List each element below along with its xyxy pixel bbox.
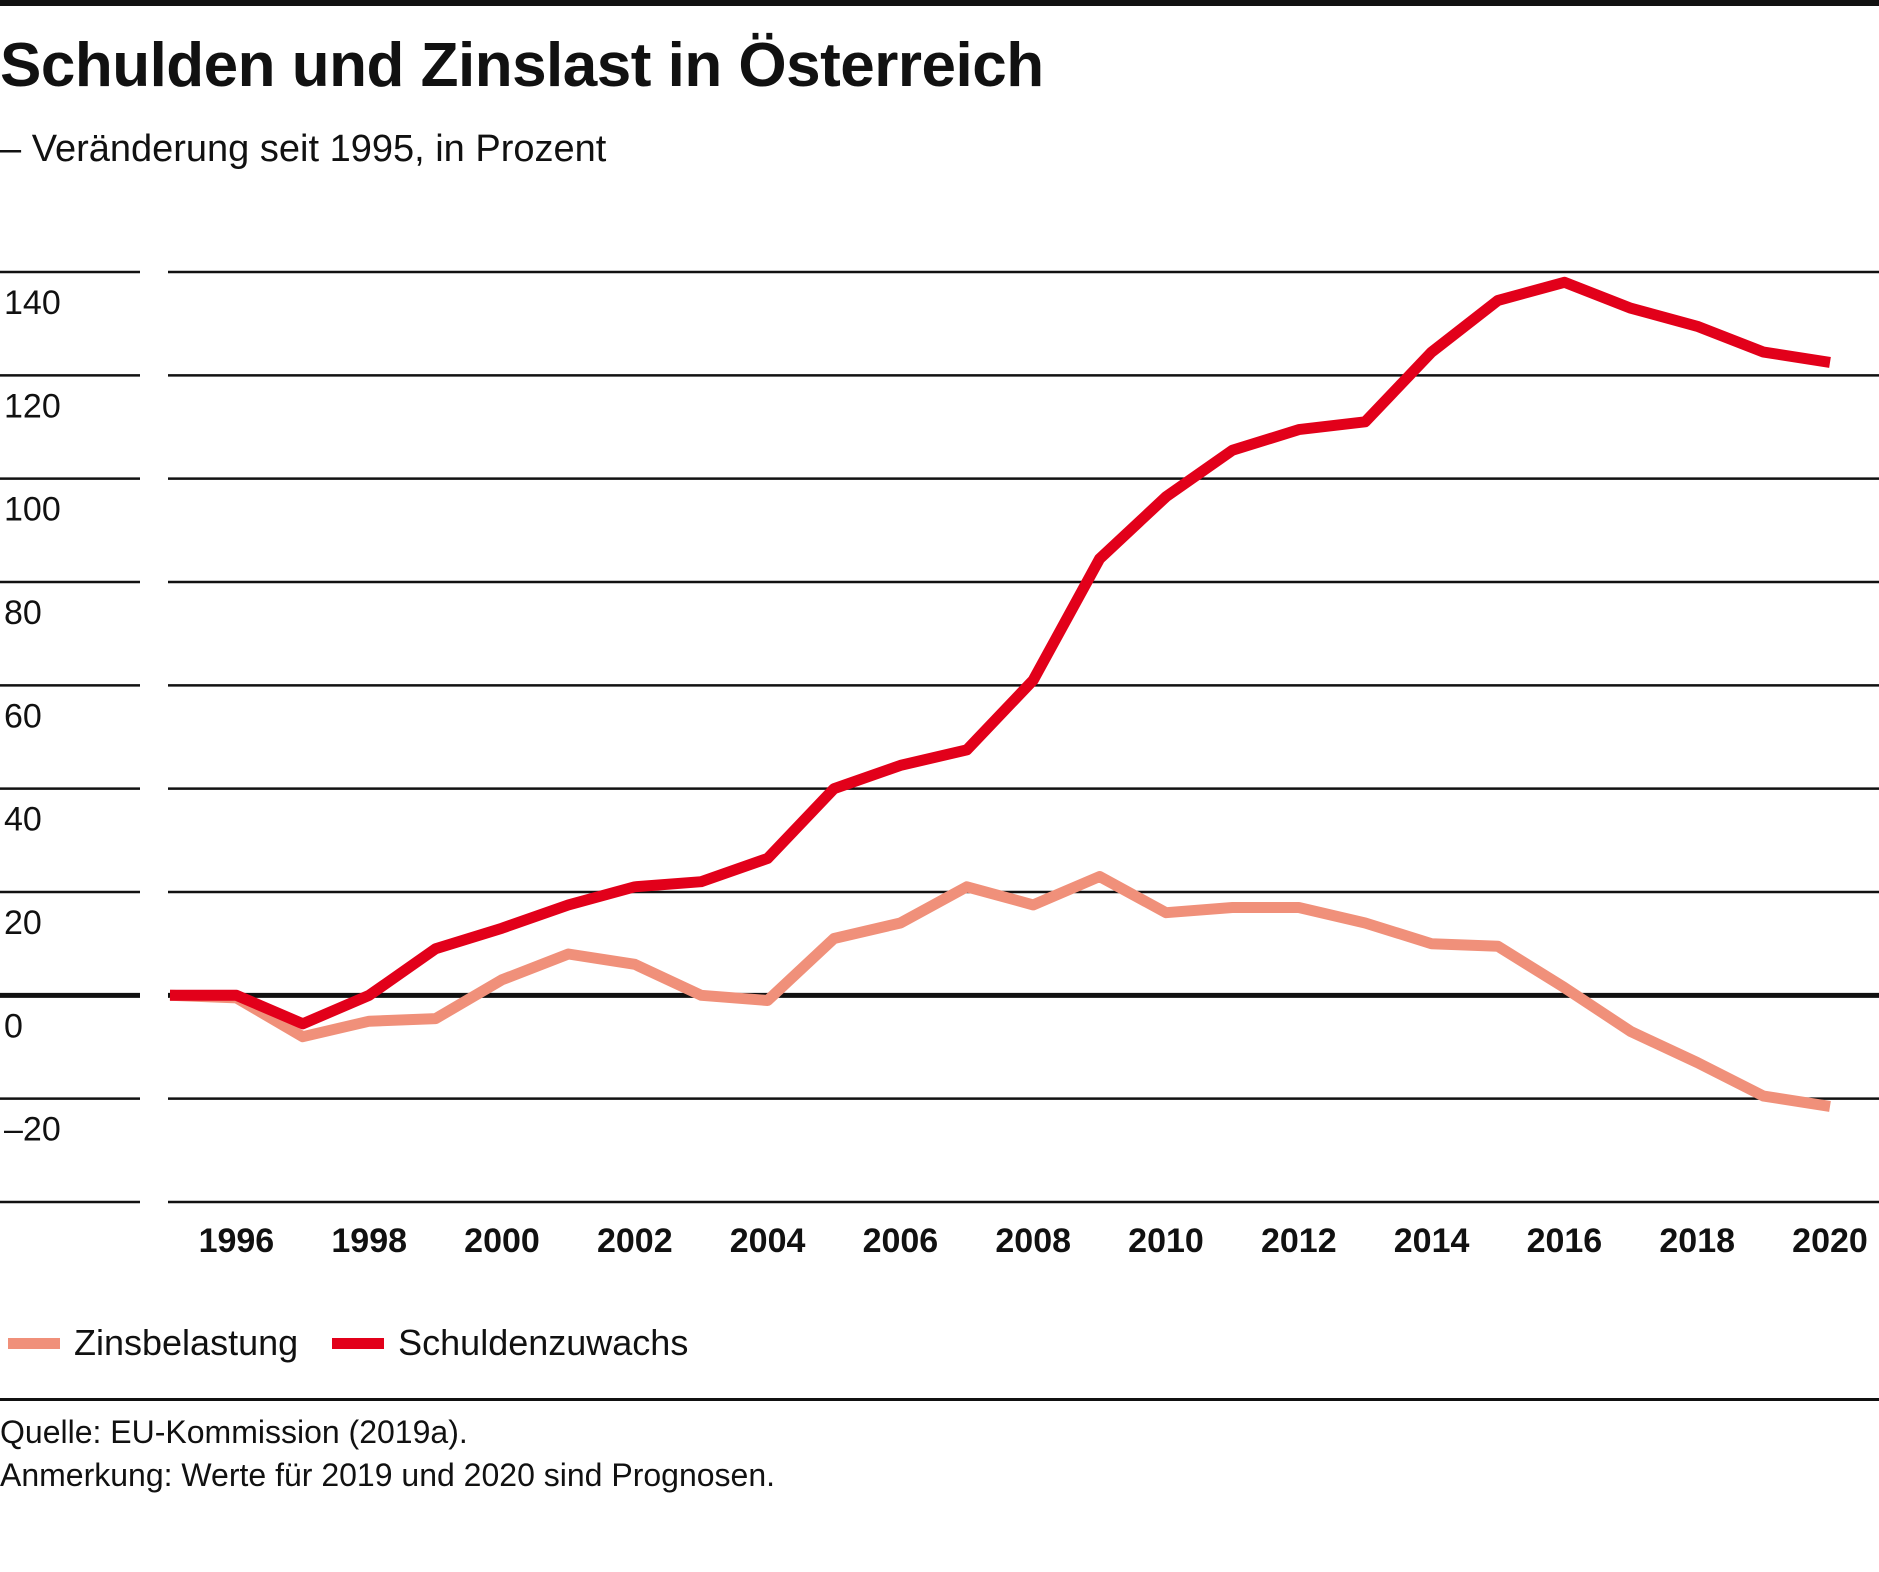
y-tick-label: 40	[4, 801, 42, 839]
x-tick-label: 2020	[1792, 1222, 1868, 1260]
series-line-zinsbelastung	[169, 871, 1831, 1112]
chart-subtitle: – Veränderung seit 1995, in Prozent	[0, 128, 607, 170]
x-tick-label: 2018	[1659, 1222, 1735, 1260]
x-tick-label: 2000	[464, 1222, 540, 1260]
gridlines	[0, 270, 1879, 1204]
legend-swatch-zinsbelastung	[8, 1337, 60, 1349]
x-tick-label: 2008	[995, 1222, 1071, 1260]
footer-rule	[0, 1398, 1879, 1401]
y-tick-label: –20	[4, 1111, 61, 1149]
x-tick-label: 1996	[199, 1222, 275, 1260]
legend-item-zinsbelastung: Zinsbelastung	[8, 1322, 298, 1364]
chart-title: Schulden und Zinslast in Österreich	[0, 31, 1044, 100]
x-tick-label: 2004	[730, 1222, 806, 1260]
annotation-note: Anmerkung: Werte für 2019 und 2020 sind …	[0, 1457, 776, 1493]
y-tick-label: 120	[4, 387, 61, 425]
y-tick-label: 100	[4, 491, 61, 529]
y-tick-label: 0	[4, 1007, 23, 1045]
y-tick-label: 20	[4, 904, 42, 942]
source-note: Quelle: EU-Kommission (2019a).	[0, 1414, 468, 1450]
legend-item-schuldenzuwachs: Schuldenzuwachs	[332, 1322, 688, 1364]
legend-label-schuldenzuwachs: Schuldenzuwachs	[398, 1322, 689, 1363]
y-tick-label: 60	[4, 697, 42, 735]
line-chart: –20 0 20 40 60 80 100 120 140 1996 1998 2000 2002 20…	[0, 270, 1879, 1260]
y-tick-label: 140	[4, 284, 61, 322]
x-tick-label: 2014	[1394, 1222, 1470, 1260]
y-axis-ticks: –20 0 20 40 60 80 100 120 140	[4, 284, 61, 1149]
x-tick-label: 2010	[1128, 1222, 1204, 1260]
x-tick-label: 1998	[331, 1222, 407, 1260]
x-tick-label: 2006	[863, 1222, 939, 1260]
y-tick-label: 80	[4, 594, 42, 632]
x-tick-label: 2016	[1527, 1222, 1603, 1260]
series-line-schuldenzuwachs	[170, 276, 1831, 1030]
x-tick-label: 2012	[1261, 1222, 1337, 1260]
legend-swatch-schuldenzuwachs	[332, 1337, 385, 1349]
legend: Zinsbelastung Schuldenzuwachs	[8, 1322, 722, 1364]
series-lines	[169, 276, 1831, 1112]
x-tick-label: 2002	[597, 1222, 673, 1260]
legend-label-zinsbelastung: Zinsbelastung	[74, 1322, 299, 1363]
top-rule	[0, 0, 1879, 6]
x-axis-ticks: 1996 1998 2000 2002 2004 2006 2008 2010 2012 2014…	[199, 1222, 1868, 1260]
